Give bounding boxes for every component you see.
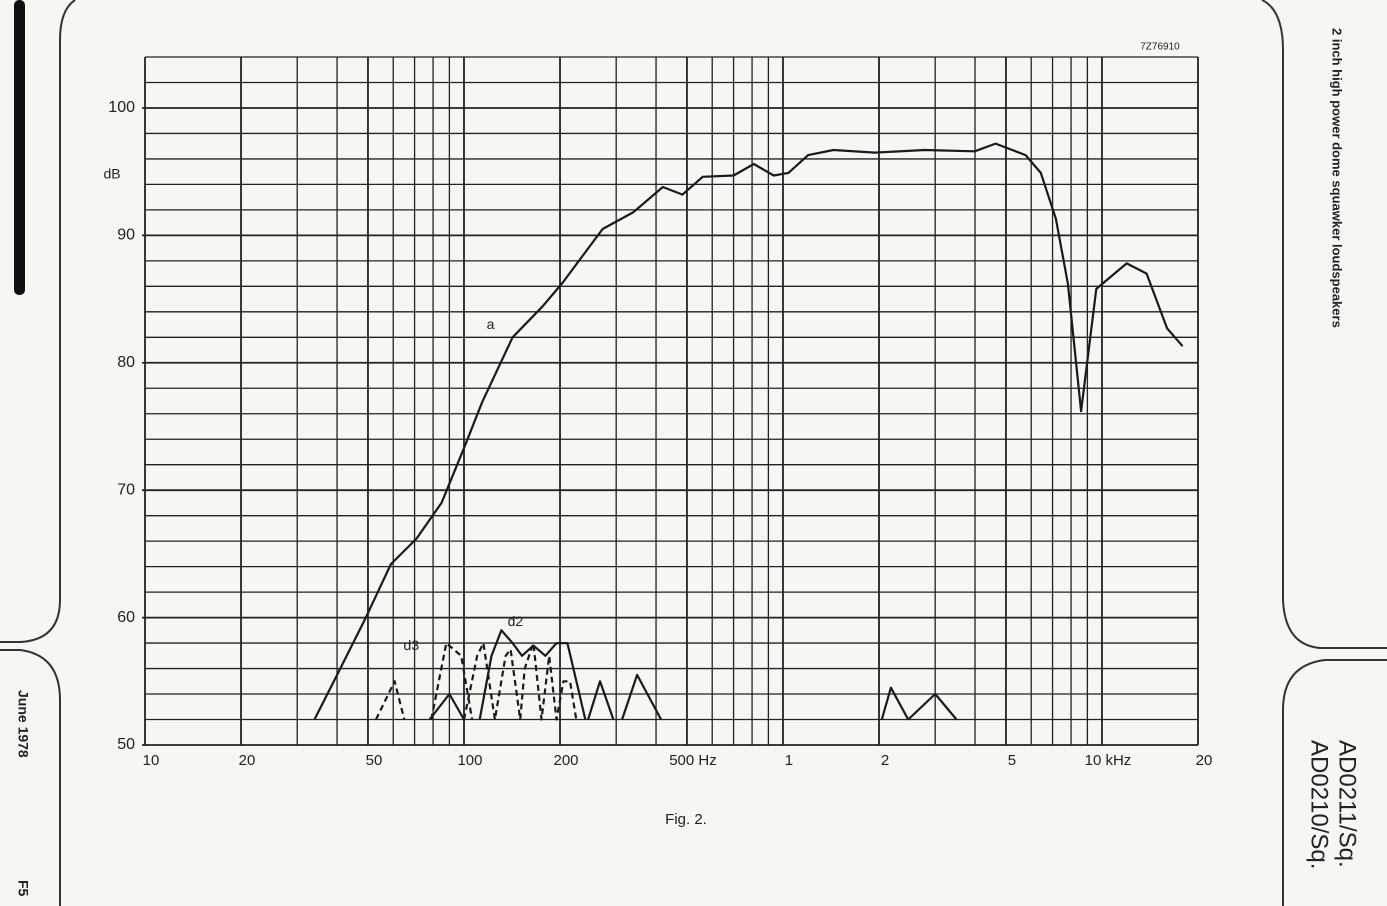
type-number: AD0211/Sq. [1334, 740, 1361, 868]
y-tick-label: 90 [117, 227, 135, 244]
x-tick-label: 500 Hz [669, 752, 717, 769]
series-label: d2 [508, 613, 524, 629]
x-tick-label: 50 [366, 752, 383, 769]
y-tick-label: 80 [117, 354, 135, 371]
x-tick-label: 2 [881, 752, 889, 769]
side-title: 2 inch high power dome squawker loudspea… [1330, 28, 1345, 328]
figure-label: Fig. 2. [665, 811, 707, 828]
x-tick-label: 200 [554, 752, 579, 769]
frame-left [0, 0, 76, 643]
x-tick-label: 5 [1008, 752, 1016, 769]
x-tick-label: 20 [239, 752, 256, 769]
frame-left-lower [0, 649, 61, 906]
x-tick-label: 10 kHz [1085, 752, 1132, 769]
date: June 1978 [15, 690, 31, 758]
series-label: d3 [404, 637, 420, 653]
x-tick-label: 20 [1196, 752, 1213, 769]
x-tick-label: 1 [785, 752, 793, 769]
frame-right-lower [1282, 659, 1387, 906]
type-number: AD0210/Sq. [1306, 740, 1333, 869]
plot: 10 20 50 100 200 500 Hz 1 2 5 10 kHz 20 50 60 70 80 90 1… [108, 56, 1213, 769]
series-line [375, 642, 578, 721]
y-tick-label: 100 [108, 99, 135, 116]
y-tick-label: 60 [117, 609, 135, 626]
frame-right [1261, 0, 1387, 649]
page-number: F5 [15, 880, 31, 897]
series-label: a [487, 316, 495, 332]
figure-code: 7Z76910 [1140, 42, 1180, 53]
y-tick-label: 70 [117, 481, 135, 498]
series-line [313, 142, 1184, 720]
x-tick-label: 10 [143, 752, 160, 769]
x-tick-label: 100 [457, 752, 482, 769]
scan-edge [14, 0, 25, 295]
y-tick-label: 50 [117, 736, 135, 753]
y-axis-label: dB [103, 166, 120, 182]
